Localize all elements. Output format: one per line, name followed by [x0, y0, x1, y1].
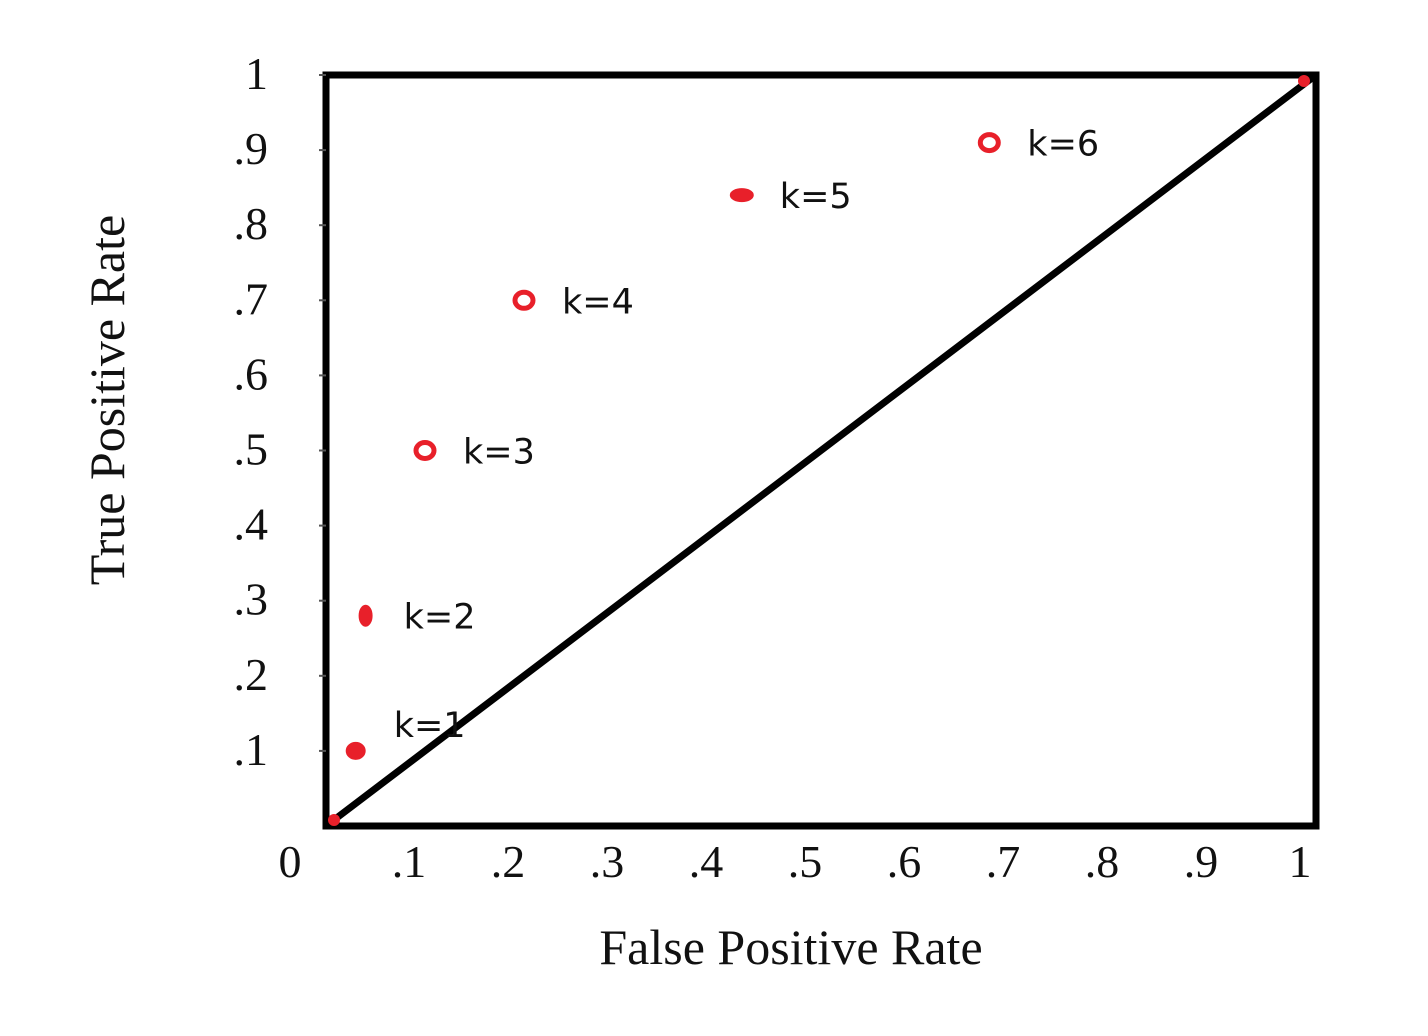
y-tick-label: .6	[234, 348, 269, 399]
diagonal-reference-line	[322, 71, 1320, 830]
data-point-label: k=1	[394, 706, 466, 746]
x-tick-label: .1	[392, 836, 427, 887]
y-tick-label: .5	[234, 424, 269, 475]
x-tick-label: 1	[1289, 836, 1312, 887]
x-tick-label: .4	[689, 836, 724, 887]
top-right-marker	[1298, 75, 1310, 87]
data-point	[512, 289, 536, 311]
x-axis-title: False Positive Rate	[599, 919, 982, 975]
y-tick-label: .2	[234, 649, 269, 700]
data-point	[413, 440, 437, 461]
y-tick-label: .9	[234, 123, 269, 174]
y-tick-label: .8	[234, 198, 269, 249]
data-point-label: k=4	[562, 282, 634, 322]
x-tick-label: .7	[986, 836, 1021, 887]
y-tick-label: .3	[234, 574, 269, 625]
x-tick-label: .3	[590, 836, 625, 887]
data-point	[358, 604, 373, 627]
y-tick-label: 1	[245, 48, 268, 99]
x-tick-label: 0	[279, 836, 302, 887]
y-tick-label: .4	[234, 499, 269, 550]
plot-area: 0 .1 .2 .3 .4 .5 .6 .7 .8 .9 1 .1 .2 .3 .4 .5 .6 .7 .8 .9 1 k…	[234, 48, 1320, 887]
data-point	[345, 741, 366, 760]
data-point-label: k=5	[780, 177, 852, 217]
data-point-label: k=6	[1027, 125, 1099, 165]
data-point-label: k=3	[463, 433, 535, 473]
x-tick-label: .5	[788, 836, 823, 887]
x-tick-label: .9	[1184, 836, 1219, 887]
x-tick-label: .6	[887, 836, 922, 887]
data-point	[729, 188, 754, 203]
origin-marker	[328, 814, 340, 826]
y-tick-label: .1	[234, 724, 269, 775]
y-axis-title: True Positive Rate	[79, 215, 135, 585]
data-point-label: k=2	[404, 598, 476, 638]
x-tick-label: .2	[491, 836, 526, 887]
data-point	[977, 132, 1001, 154]
y-tick-label: .7	[234, 273, 269, 324]
x-tick-label: .8	[1085, 836, 1120, 887]
